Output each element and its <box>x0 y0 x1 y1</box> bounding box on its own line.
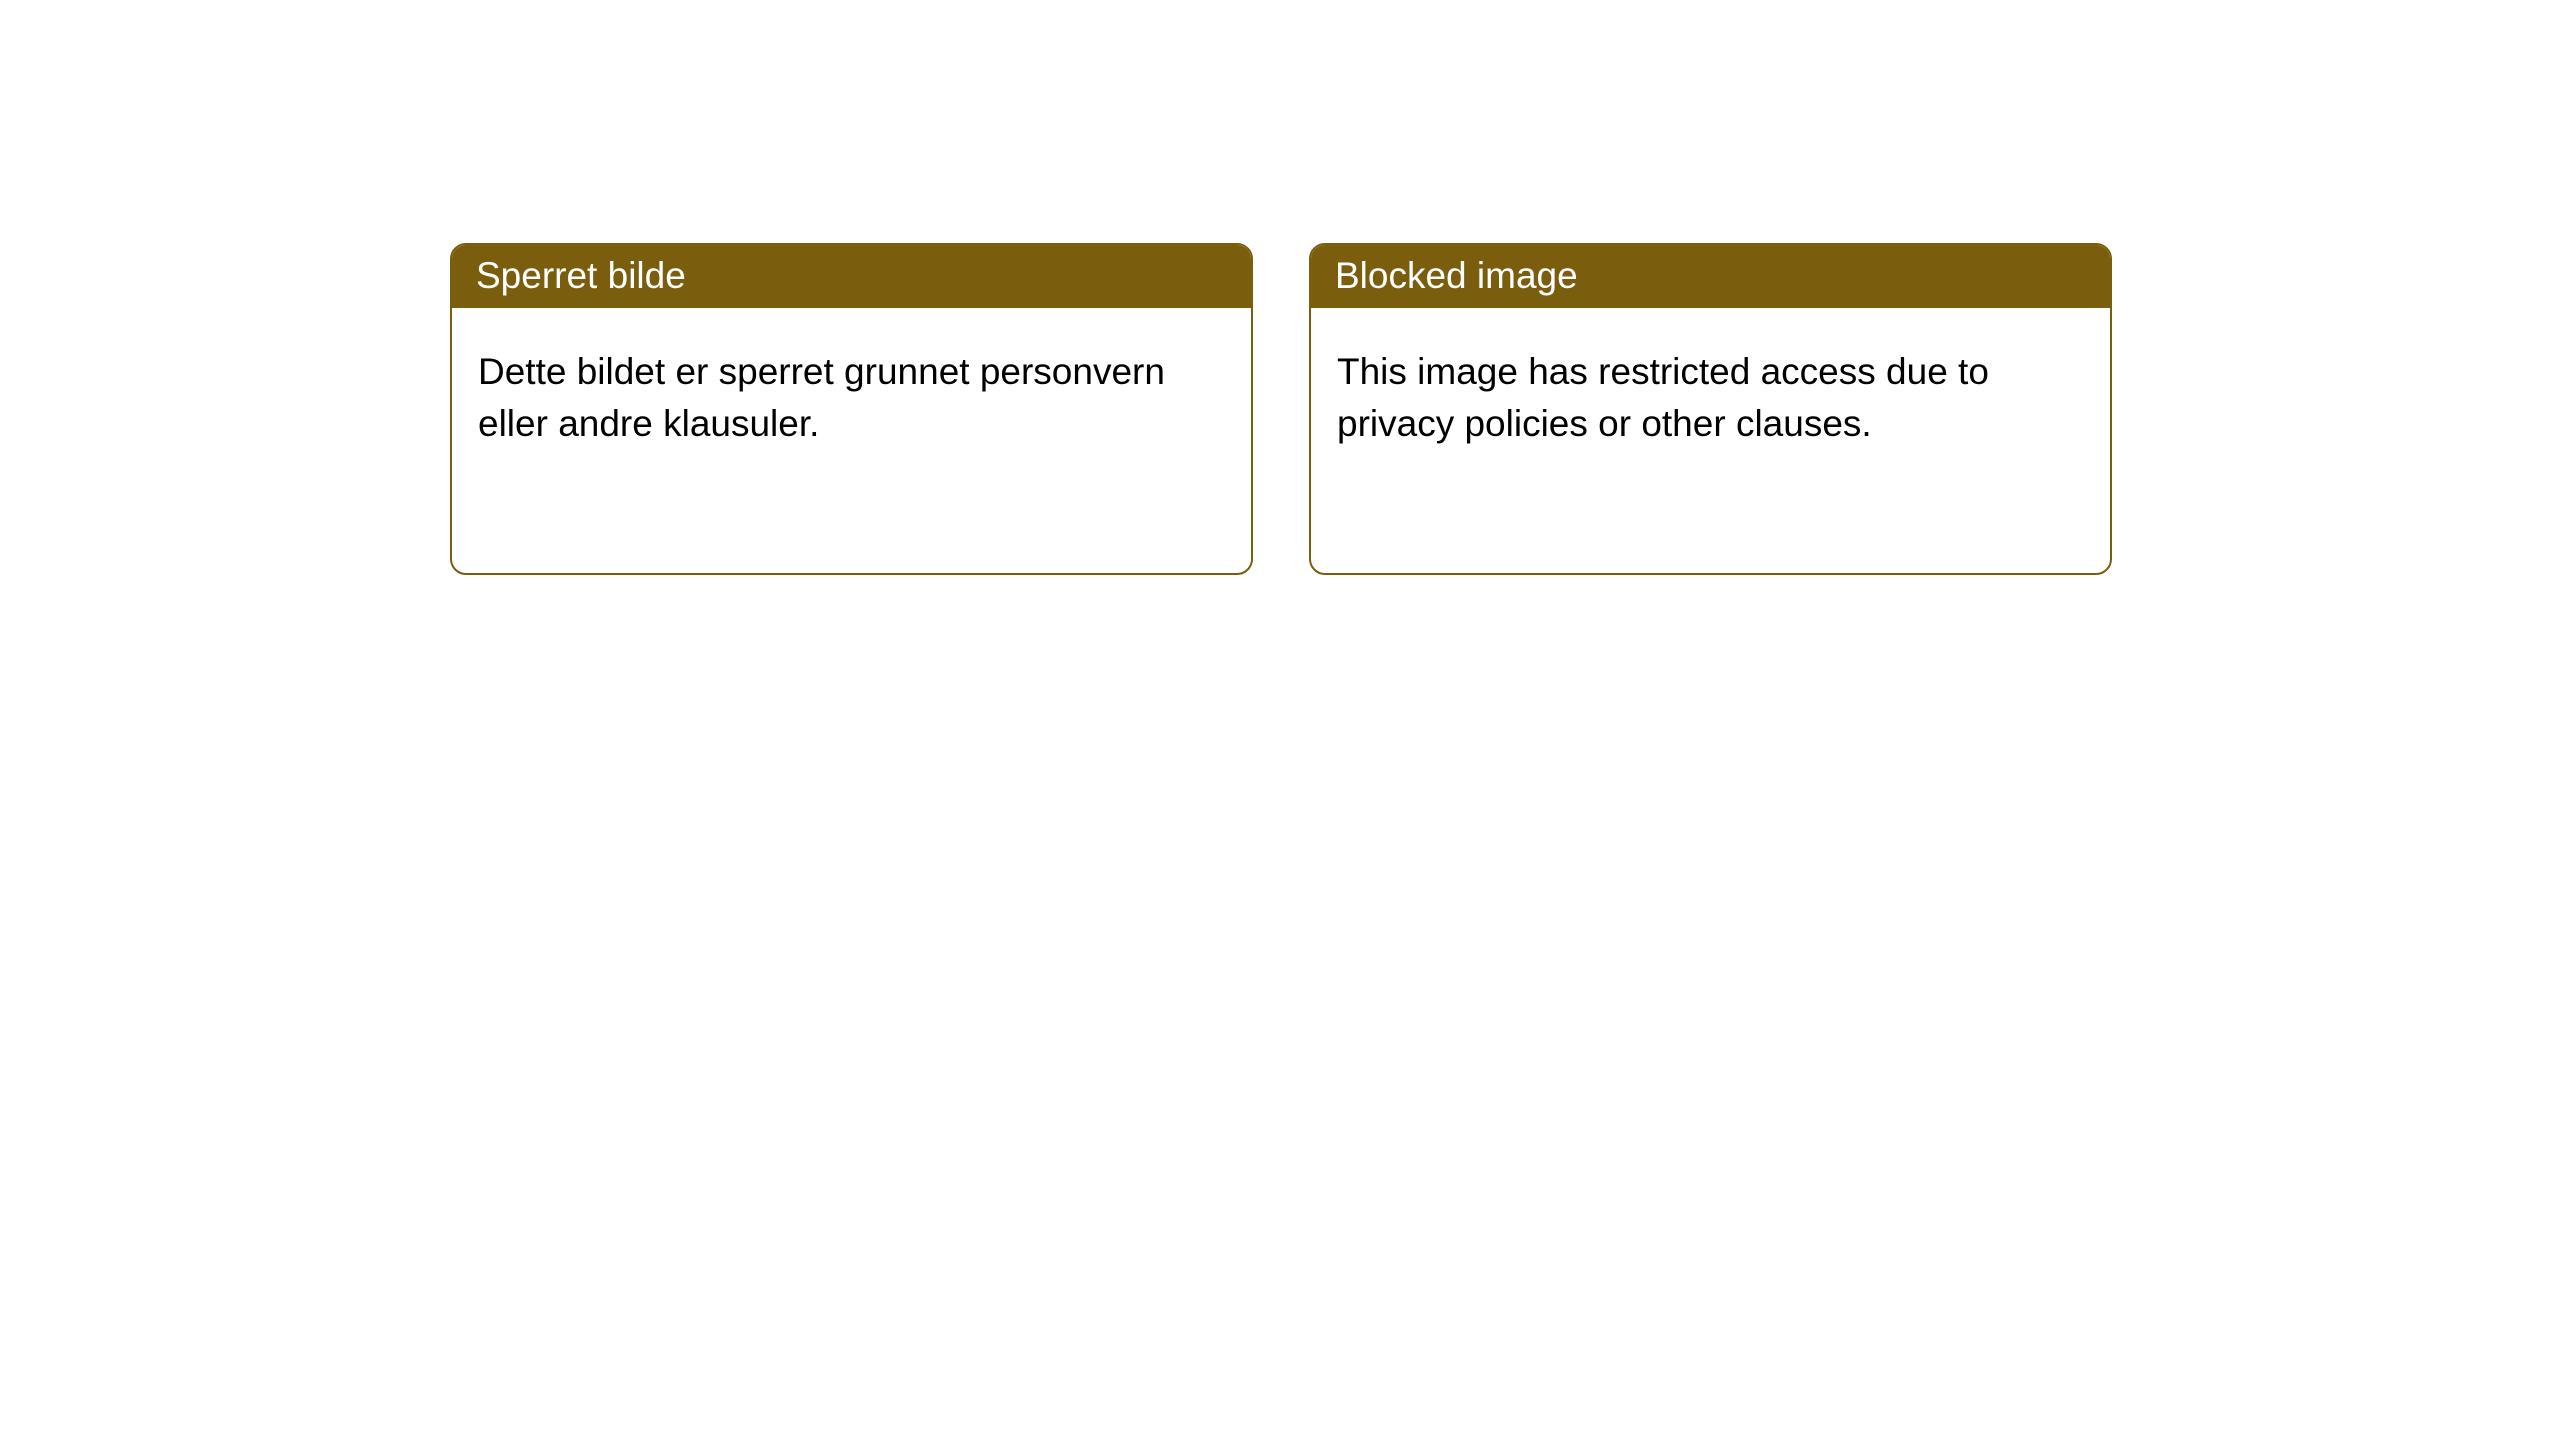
notice-header: Blocked image <box>1311 245 2110 308</box>
notice-container: Sperret bilde Dette bildet er sperret gr… <box>0 0 2560 575</box>
notice-header: Sperret bilde <box>452 245 1251 308</box>
notice-box-english: Blocked image This image has restricted … <box>1309 243 2112 575</box>
notice-box-norwegian: Sperret bilde Dette bildet er sperret gr… <box>450 243 1253 575</box>
notice-body: This image has restricted access due to … <box>1311 308 2110 476</box>
notice-body: Dette bildet er sperret grunnet personve… <box>452 308 1251 476</box>
